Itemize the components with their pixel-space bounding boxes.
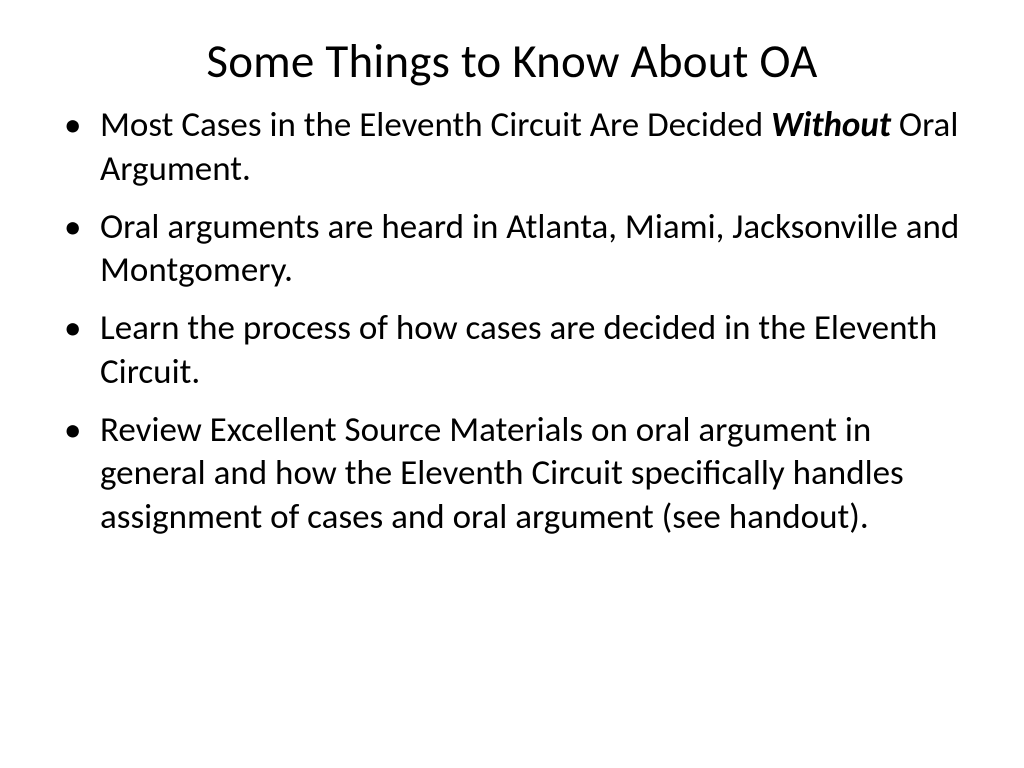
slide-title: Some Things to Know About OA [60, 32, 964, 90]
bullet-item: Review Excellent Source Materials on ora… [100, 409, 964, 540]
bullet-text-segment: Most Cases in the Eleventh Circuit Are D… [100, 104, 771, 146]
bullet-item: Most Cases in the Eleventh Circuit Are D… [100, 104, 964, 192]
bullet-item: Oral arguments are heard in Atlanta, Mia… [100, 206, 964, 294]
bullet-item: Learn the process of how cases are decid… [100, 307, 964, 395]
slide-container: Some Things to Know About OA Most Cases … [0, 0, 1024, 768]
bullet-text-segment-emphasis: Without [771, 104, 891, 146]
bullet-text-segment: Review Excellent Source Materials on ora… [100, 409, 904, 539]
bullet-list: Most Cases in the Eleventh Circuit Are D… [60, 104, 964, 540]
bullet-text-segment: Learn the process of how cases are decid… [100, 307, 937, 393]
bullet-text-segment: Oral arguments are heard in Atlanta, Mia… [100, 206, 959, 292]
